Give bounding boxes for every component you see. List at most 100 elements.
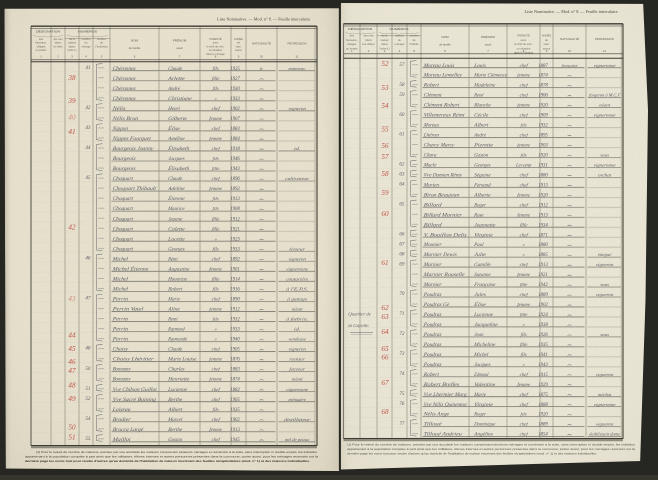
svg-text:»: » [522,363,526,368]
svg-text:de: de [413,38,416,42]
svg-text:1854: 1854 [538,433,548,438]
svg-text:des rues: des rues [54,37,64,41]
svg-text:Vve Chilson Guillot: Vve Chilson Guillot [112,387,157,393]
svg-text:1906: 1906 [538,94,548,99]
svg-text:1943: 1943 [230,167,240,172]
svg-text:Henri: Henri [167,106,181,112]
svg-text:Dominique: Dominique [473,422,497,428]
svg-text:1882: 1882 [230,388,240,393]
svg-text:émigné: émigné [598,252,613,257]
svg-text:néant: néant [599,103,611,108]
svg-text:1888: 1888 [538,403,548,408]
svg-text:à fothrin.: à fothrin. [286,317,309,322]
svg-text:1903: 1903 [538,144,548,149]
svg-text:vigneronne: vigneronne [593,162,616,167]
svg-text:41: 41 [85,64,91,71]
svg-text:71: 71 [399,311,405,317]
svg-text:Marnier Rouselle: Marnier Rouselle [422,272,465,278]
svg-text:fr.: fr. [260,66,264,71]
svg-text:75: 75 [399,391,405,397]
svg-text:1907: 1907 [230,117,240,122]
svg-text:60: 60 [399,112,405,118]
svg-text:vendeuse: vendeuse [288,337,306,342]
svg-text:Virginie: Virginie [474,402,494,408]
svg-text:1924: 1924 [538,313,548,318]
svg-text:70: 70 [399,291,405,297]
svg-text:chef: chef [211,398,220,403]
svg-text:1912: 1912 [230,308,240,313]
svg-text:(dans: (dans [55,41,62,45]
svg-text:Chéronnez: Chéronnez [112,96,136,102]
svg-text:50: 50 [68,424,76,432]
svg-text:femme: femme [517,383,531,388]
svg-text:Robert: Robert [167,286,184,292]
svg-text:Lecomp: Lecomp [514,163,532,168]
svg-text:fils: fils [520,333,527,338]
svg-text:Roger: Roger [473,202,487,208]
svg-text:Poudras: Poudras [422,342,442,348]
svg-text:chef: chef [519,84,528,89]
svg-text:chef: chef [519,403,528,408]
svg-text:Perrin: Perrin [111,337,129,343]
svg-text:le chef de mén.: le chef de mén. [207,44,225,48]
svg-text:Lucette: Lucette [167,236,186,242]
svg-text:5: 5 [413,49,415,53]
svg-text:vigneronne: vigneronne [286,387,309,392]
svg-text:Lhéron: Lhéron [422,133,439,139]
svg-text:Bonnamy: Bonnamy [112,367,131,373]
svg-text:nais-: nais- [544,42,550,46]
svg-text:1934: 1934 [538,223,548,228]
svg-text:Lucienne: Lucienne [473,312,494,318]
svg-text:femme: femme [517,273,531,278]
svg-text:45: 45 [85,174,91,181]
svg-text:Colette: Colette [168,226,186,232]
svg-text:1941: 1941 [538,353,548,358]
svg-text:Berthe: Berthe [168,397,184,403]
svg-text:tisseur: tisseur [289,246,305,251]
svg-text:V. Bouillon Delis: V. Bouillon Delis [423,232,467,238]
svg-text:vigneronne: vigneronne [593,402,616,407]
svg-text:1921: 1921 [230,227,240,232]
svg-text:hameaux,: hameaux, [346,38,358,42]
svg-text:Moreau Lemelley: Moreau Lemelley [422,73,463,79]
svg-text:Morien: Morien [422,182,439,188]
svg-text:»: » [214,338,218,343]
svg-text:Suzanne: Suzanne [474,272,492,278]
svg-text:chef: chef [519,233,528,238]
svg-text:Poudras Gé: Poudras Gé [422,302,450,308]
svg-text:Moreau Louis: Moreau Louis [422,63,454,69]
svg-text:7: 7 [487,49,489,53]
svg-text:1913: 1913 [538,263,548,268]
svg-text:Choisy: Choisy [112,347,129,353]
svg-text:PRÉNOM: PRÉNOM [481,34,495,39]
svg-text:française: française [561,63,578,68]
svg-text:PRÉNOM: PRÉNOM [173,38,187,43]
svg-text:Christiane: Christiane [168,96,193,102]
svg-text:2: 2 [368,49,370,53]
svg-text:1926: 1926 [538,333,548,338]
svg-text:52: 52 [381,60,389,68]
svg-text:couturière: couturière [286,276,309,281]
svg-text:nais-: nais- [236,44,242,48]
svg-text:établissant dame: établissant dame [589,432,621,437]
svg-text:1889: 1889 [538,293,548,298]
svg-text:du: du [398,38,401,42]
svg-text:Lucienne: Lucienne [167,387,188,393]
svg-text:femme: femme [517,193,531,198]
svg-text:1946: 1946 [230,157,240,162]
svg-text:1918: 1918 [230,147,240,152]
svg-text:1880: 1880 [538,243,548,248]
svg-text:1887: 1887 [538,64,548,69]
svg-text:Marie: Marie [167,297,181,303]
svg-text:Berthe: Berthe [168,427,184,433]
svg-text:56: 56 [381,142,389,150]
svg-text:51: 51 [68,434,75,442]
svg-text:Brodier: Brodier [112,417,132,423]
svg-text:1902: 1902 [538,303,548,308]
svg-text:64: 64 [399,181,405,188]
svg-text:vigneronne: vigneronne [593,63,616,68]
svg-text:Georges: Georges [474,162,491,168]
svg-text:Tilloué: Tilloué [423,422,442,428]
svg-text:Séguine: Séguine [474,172,492,178]
svg-text:43: 43 [85,124,91,131]
